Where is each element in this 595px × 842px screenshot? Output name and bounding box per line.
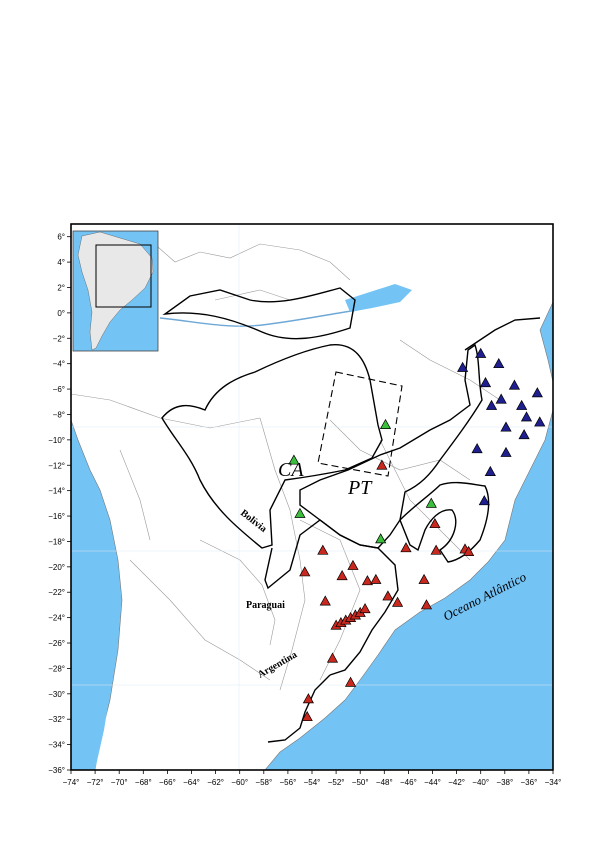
lat-tick-label: −2° <box>53 334 65 343</box>
lat-tick-label: −22° <box>48 588 65 597</box>
lat-tick-label: −36° <box>48 766 65 775</box>
lat-tick-label: −8° <box>53 410 65 419</box>
lat-tick-label: 2° <box>57 283 65 292</box>
lon-tick-label: −34° <box>545 778 562 787</box>
lat-tick-label: −32° <box>48 715 65 724</box>
lon-tick-label: −50° <box>352 778 369 787</box>
lon-tick-label: −40° <box>472 778 489 787</box>
lon-tick-label: −58° <box>255 778 272 787</box>
region-label-pt: PT <box>347 477 373 499</box>
lon-tick-label: −66° <box>159 778 176 787</box>
lat-tick-label: −16° <box>48 512 65 521</box>
lon-tick-label: −62° <box>207 778 224 787</box>
lat-tick-label: 0° <box>57 309 65 318</box>
lon-tick-label: −44° <box>424 778 441 787</box>
lon-tick-label: −36° <box>521 778 538 787</box>
lat-tick-label: −24° <box>48 614 65 623</box>
lat-tick-label: −30° <box>48 690 65 699</box>
lon-tick-label: −64° <box>183 778 200 787</box>
lat-tick-label: −12° <box>48 461 65 470</box>
lat-tick-label: −6° <box>53 385 65 394</box>
label-paraguai: Paraguai <box>246 600 285 611</box>
lat-tick-label: −26° <box>48 639 65 648</box>
lon-tick-label: −38° <box>496 778 513 787</box>
lon-tick-label: −74° <box>63 778 80 787</box>
lat-tick-label: −18° <box>48 537 65 546</box>
lon-tick-label: −70° <box>111 778 128 787</box>
lat-tick-label: −10° <box>48 436 65 445</box>
lon-tick-label: −52° <box>328 778 345 787</box>
lat-tick-label: −20° <box>48 563 65 572</box>
lon-tick-label: −48° <box>376 778 393 787</box>
lon-tick-label: −54° <box>304 778 321 787</box>
lon-tick-label: −72° <box>87 778 104 787</box>
lon-tick-label: −60° <box>231 778 248 787</box>
lat-tick-label: −4° <box>53 360 65 369</box>
lat-tick-label: −28° <box>48 664 65 673</box>
lon-tick-label: −68° <box>135 778 152 787</box>
lat-tick-label: −34° <box>48 741 65 750</box>
lon-tick-label: −42° <box>448 778 465 787</box>
lon-tick-label: −56° <box>280 778 297 787</box>
lon-tick-label: −46° <box>400 778 417 787</box>
region-label-ca: CA <box>278 459 304 481</box>
inset-map <box>73 231 158 351</box>
lat-tick-label: 6° <box>57 233 65 242</box>
lat-tick-label: −14° <box>48 487 65 496</box>
lat-tick-label: 4° <box>57 258 65 267</box>
